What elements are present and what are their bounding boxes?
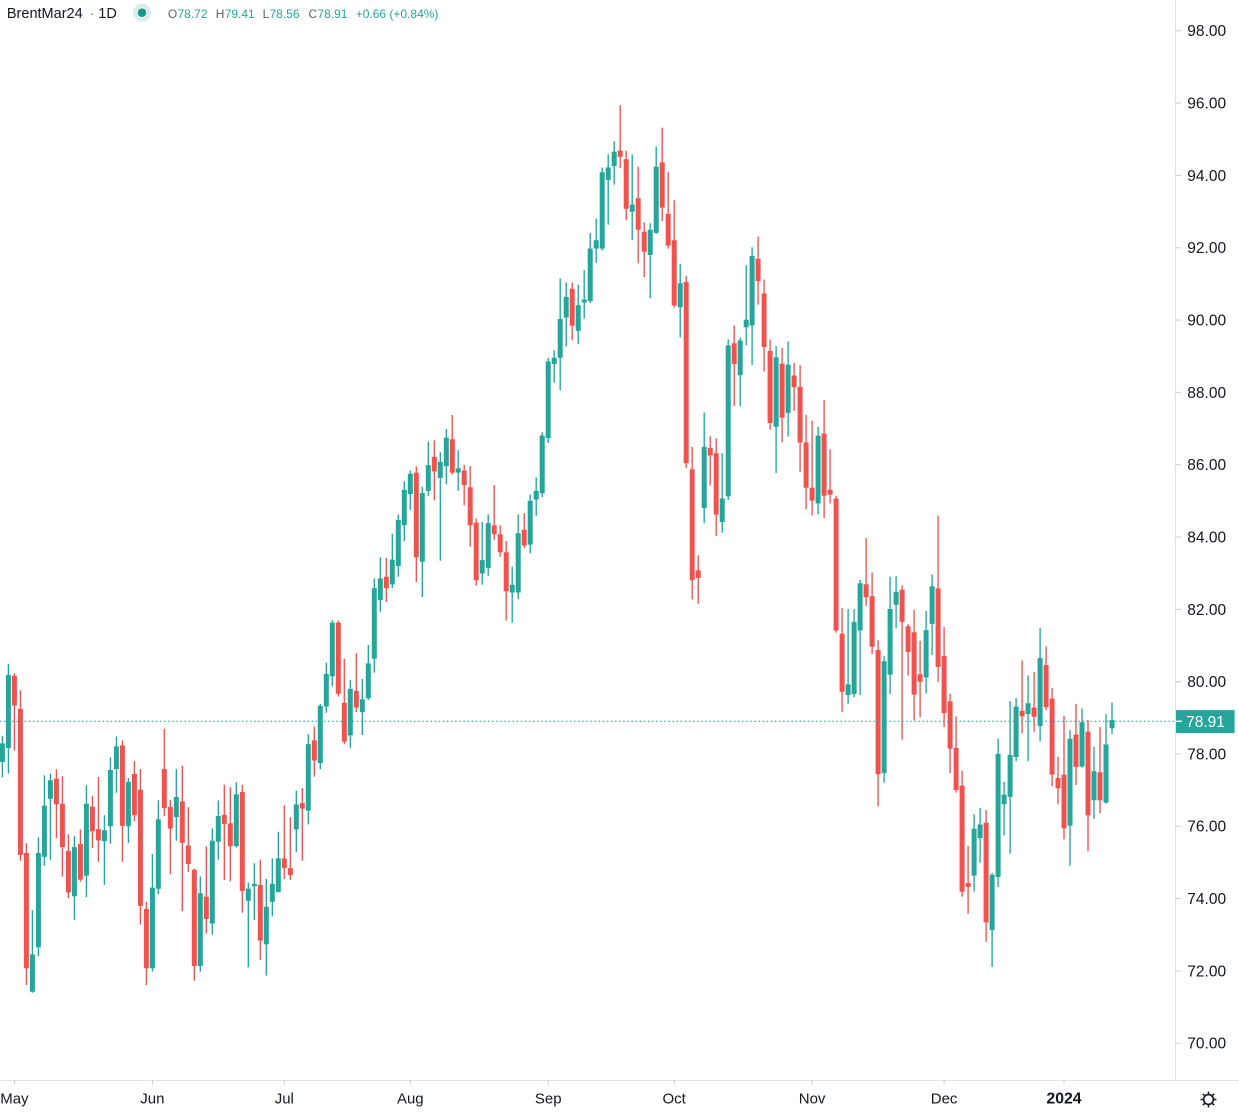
svg-text:Jun: Jun <box>140 1091 164 1108</box>
svg-text:L: L <box>263 7 270 21</box>
svg-text:+0.66 (+0.84%): +0.66 (+0.84%) <box>356 7 439 21</box>
svg-text:Jul: Jul <box>275 1091 294 1108</box>
svg-text:Sep: Sep <box>535 1091 562 1108</box>
svg-text:88.00: 88.00 <box>1187 385 1226 402</box>
svg-text:78.91: 78.91 <box>317 7 347 21</box>
svg-text:96.00: 96.00 <box>1187 96 1226 113</box>
svg-text:70.00: 70.00 <box>1187 1036 1226 1053</box>
svg-text:BrentMar24: BrentMar24 <box>7 6 83 22</box>
svg-text:C: C <box>309 7 318 21</box>
svg-text:98.00: 98.00 <box>1187 23 1226 40</box>
svg-text:1D: 1D <box>98 6 117 22</box>
svg-text:94.00: 94.00 <box>1187 168 1226 185</box>
svg-text:Nov: Nov <box>799 1091 826 1108</box>
svg-text:92.00: 92.00 <box>1187 240 1226 257</box>
svg-text:May: May <box>0 1091 29 1108</box>
svg-text:78.00: 78.00 <box>1187 746 1226 763</box>
svg-text:Aug: Aug <box>397 1091 424 1108</box>
svg-text:Dec: Dec <box>931 1091 958 1108</box>
svg-text:76.00: 76.00 <box>1187 819 1226 836</box>
svg-text:78.72: 78.72 <box>178 7 208 21</box>
svg-text:74.00: 74.00 <box>1187 891 1226 908</box>
svg-text:86.00: 86.00 <box>1187 457 1226 474</box>
svg-text:82.00: 82.00 <box>1187 602 1226 619</box>
svg-text:72.00: 72.00 <box>1187 963 1226 980</box>
svg-text:Oct: Oct <box>663 1091 687 1108</box>
svg-text:2024: 2024 <box>1046 1091 1081 1108</box>
svg-text:90.00: 90.00 <box>1187 313 1226 330</box>
svg-text:·: · <box>90 6 95 22</box>
svg-text:H: H <box>216 7 225 21</box>
svg-text:80.00: 80.00 <box>1187 674 1226 691</box>
svg-text:78.56: 78.56 <box>270 7 300 21</box>
svg-text:78.91: 78.91 <box>1186 714 1225 731</box>
svg-text:79.41: 79.41 <box>225 7 255 21</box>
svg-text:84.00: 84.00 <box>1187 529 1226 546</box>
svg-text:O: O <box>168 7 177 21</box>
